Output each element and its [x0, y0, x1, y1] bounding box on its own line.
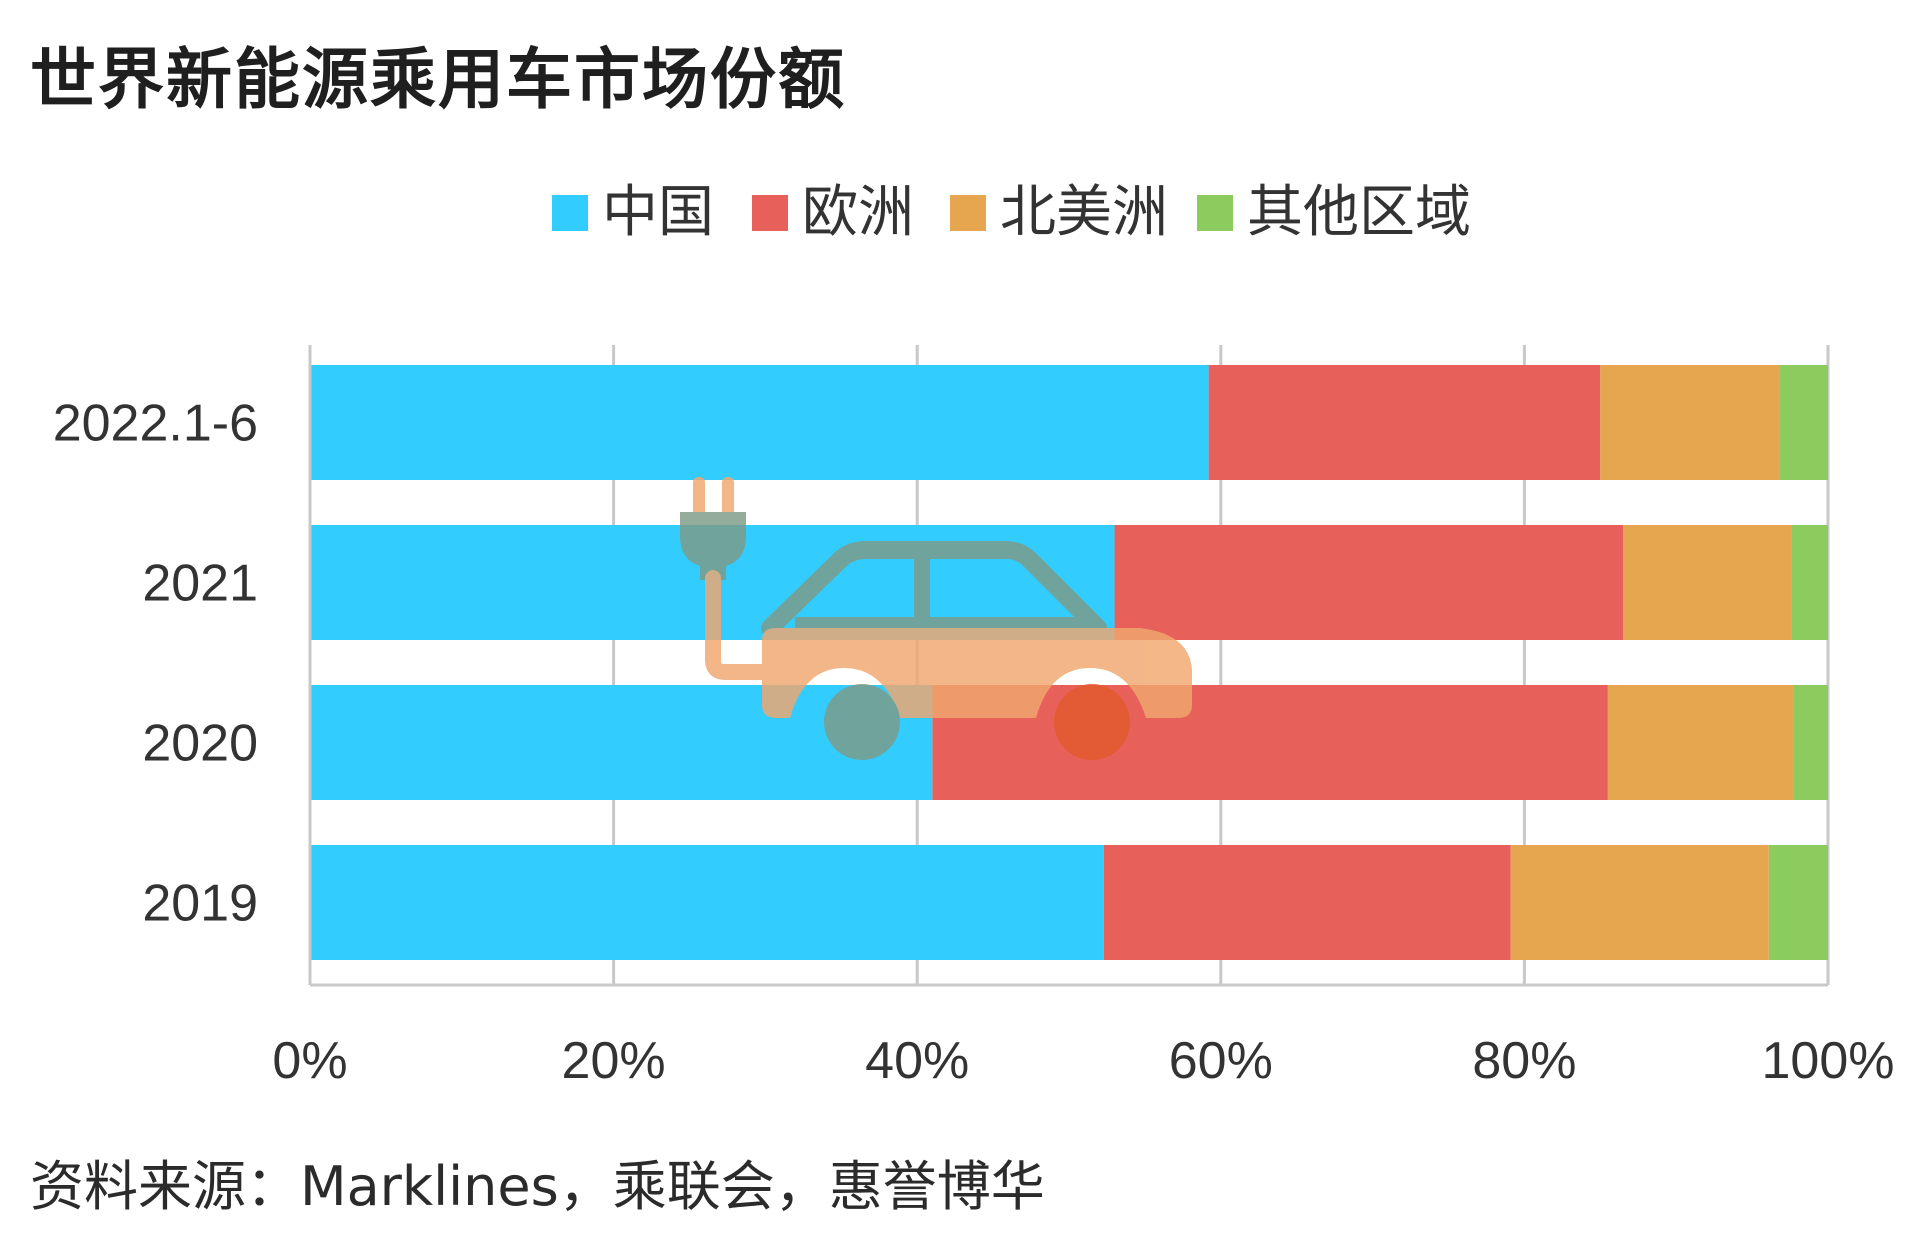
- x-tick-label: 80%: [1472, 1032, 1576, 1090]
- bar-segment: [310, 365, 1209, 480]
- bar-segment: [1793, 685, 1828, 800]
- legend-item: 其他区域: [1197, 178, 1471, 248]
- plug-head: [680, 512, 746, 580]
- bar-segment: [1791, 525, 1828, 640]
- car-roof: [761, 541, 1107, 637]
- plug-prong: [693, 477, 705, 517]
- x-tick-label: 40%: [865, 1032, 969, 1090]
- car-body: [762, 628, 1192, 718]
- legend-item: 中国: [552, 178, 714, 248]
- y-tick-label: 2022.1-6: [53, 395, 258, 453]
- bar-segment: [1600, 365, 1780, 480]
- bar-segment: [1607, 685, 1794, 800]
- y-tick-label: 2020: [142, 715, 258, 773]
- legend-swatch: [1197, 195, 1233, 231]
- y-tick-label: 2021: [142, 555, 258, 613]
- car-wheel: [1054, 684, 1130, 760]
- x-tick-label: 60%: [1169, 1032, 1273, 1090]
- chart-title: 世界新能源乘用车市场份额: [30, 40, 846, 118]
- plug-prong: [722, 477, 734, 517]
- bar-segment: [1768, 845, 1828, 960]
- x-tick-label: 20%: [562, 1032, 666, 1090]
- y-tick-label: 2019: [142, 875, 258, 933]
- bar-segment: [932, 685, 1608, 800]
- legend-swatch: [552, 195, 588, 231]
- legend-label: 北美洲: [1000, 180, 1168, 245]
- car-wheel: [824, 684, 900, 760]
- bar-segment: [1779, 365, 1828, 480]
- x-tick-label: 100%: [1762, 1032, 1895, 1090]
- car-illustration: [680, 477, 1192, 760]
- axes: 2022.1-6 2021 2020 2019 0% 20% 40% 60% 80% 100%: [53, 345, 1895, 1090]
- bar-segment: [310, 845, 1104, 960]
- bar-segment: [1114, 525, 1624, 640]
- legend-swatch: [752, 195, 788, 231]
- legend-label: 欧洲: [802, 180, 914, 245]
- legend-swatch: [950, 195, 986, 231]
- legend-label: 中国: [602, 180, 714, 245]
- bar-segment: [1510, 845, 1769, 960]
- x-tick-label: 0%: [272, 1032, 347, 1090]
- bar-segment: [1208, 365, 1601, 480]
- legend-item: 北美洲: [950, 178, 1168, 248]
- legend-label: 其他区域: [1247, 180, 1471, 245]
- plug-cord: [705, 570, 780, 680]
- legend-item: 欧洲: [752, 178, 914, 248]
- bar-segment: [1103, 845, 1511, 960]
- source-note: 资料来源：Marklines，乘联会，惠誉博华: [30, 1155, 1045, 1218]
- bar-segment: [1623, 525, 1792, 640]
- electric-car-plug-icon: [680, 477, 1192, 760]
- legend: 中国 欧洲 北美洲 其他区域: [0, 178, 1925, 248]
